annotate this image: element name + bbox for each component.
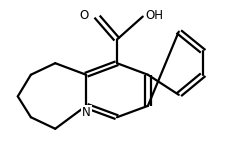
Text: N: N bbox=[82, 106, 91, 119]
Text: OH: OH bbox=[146, 9, 163, 22]
Text: O: O bbox=[80, 9, 89, 22]
